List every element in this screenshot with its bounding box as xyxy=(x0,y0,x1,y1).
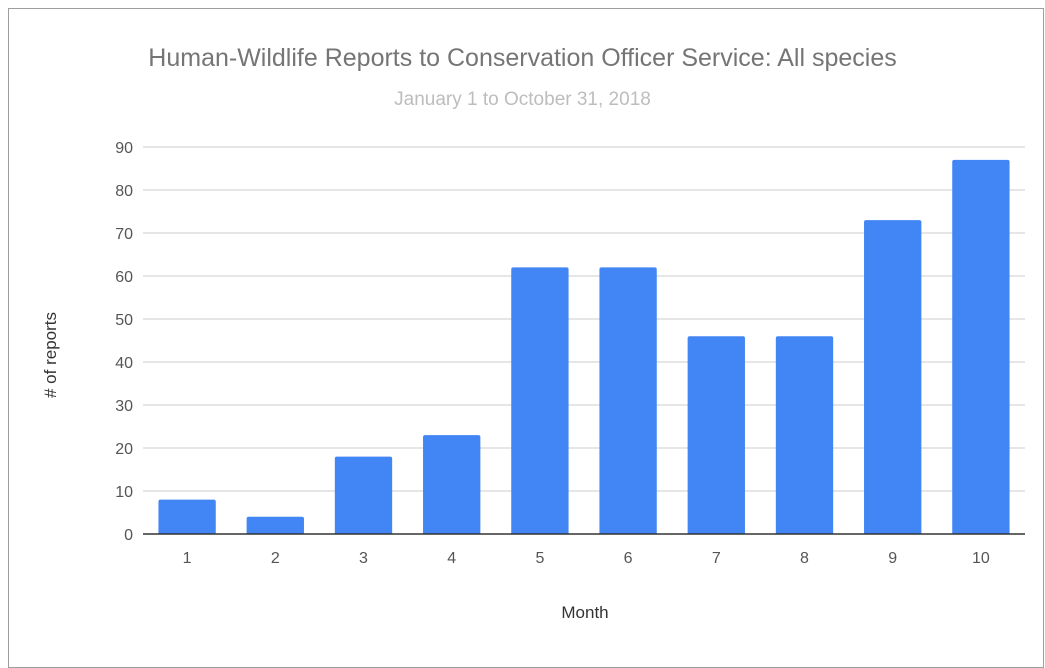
x-tick-labels: 1 2 3 4 5 6 7 8 9 10 xyxy=(183,550,990,567)
y-tick-label: 50 xyxy=(115,312,133,329)
y-axis-title: # of reports xyxy=(41,312,60,398)
bar-month-1[interactable] xyxy=(158,499,216,534)
x-tick-label: 4 xyxy=(447,550,456,567)
x-axis-title: Month xyxy=(561,603,608,622)
x-tick-label: 3 xyxy=(359,550,368,567)
bar-month-2[interactable] xyxy=(246,516,304,534)
x-tick-label: 9 xyxy=(888,550,897,567)
x-tick-label: 10 xyxy=(972,550,990,567)
y-tick-labels: 0 10 20 30 40 50 60 70 80 90 xyxy=(115,140,133,544)
bar-month-5[interactable] xyxy=(511,267,569,534)
y-tick-label: 90 xyxy=(115,140,133,157)
bar-month-6[interactable] xyxy=(599,267,657,534)
x-tick-label: 1 xyxy=(183,550,192,567)
chart-title: Human-Wildlife Reports to Conservation O… xyxy=(148,44,897,72)
bar-month-10[interactable] xyxy=(952,159,1010,534)
chart-subtitle: January 1 to October 31, 2018 xyxy=(394,89,651,110)
bar-month-8[interactable] xyxy=(775,336,834,534)
y-tick-label: 70 xyxy=(115,226,133,243)
y-tick-label: 0 xyxy=(124,527,133,544)
y-tick-label: 10 xyxy=(115,484,133,501)
x-tick-label: 8 xyxy=(800,550,809,567)
x-tick-label: 2 xyxy=(271,550,280,567)
x-tick-label: 6 xyxy=(624,550,633,567)
y-tick-label: 40 xyxy=(115,355,133,372)
x-tick-label: 7 xyxy=(712,550,721,567)
bars xyxy=(158,159,1010,534)
y-tick-label: 30 xyxy=(115,398,133,415)
bar-month-7[interactable] xyxy=(687,336,745,534)
x-tick-label: 5 xyxy=(535,550,544,567)
y-tick-label: 20 xyxy=(115,441,133,458)
y-tick-label: 60 xyxy=(115,269,133,286)
bar-month-4[interactable] xyxy=(423,435,481,534)
bar-month-3[interactable] xyxy=(334,456,393,534)
y-tick-label: 80 xyxy=(115,183,133,200)
bar-month-9[interactable] xyxy=(864,220,922,534)
